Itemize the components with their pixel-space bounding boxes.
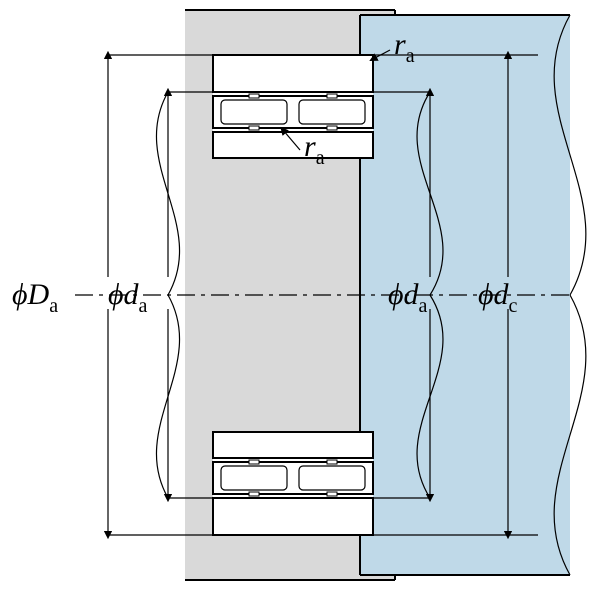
label-phi-Da: ϕDa — [12, 278, 58, 317]
label-phi-da-left: ϕda — [108, 278, 148, 317]
bearing-cross-section-diagram: ϕDaϕdaϕdaϕdcrara — [0, 0, 600, 600]
